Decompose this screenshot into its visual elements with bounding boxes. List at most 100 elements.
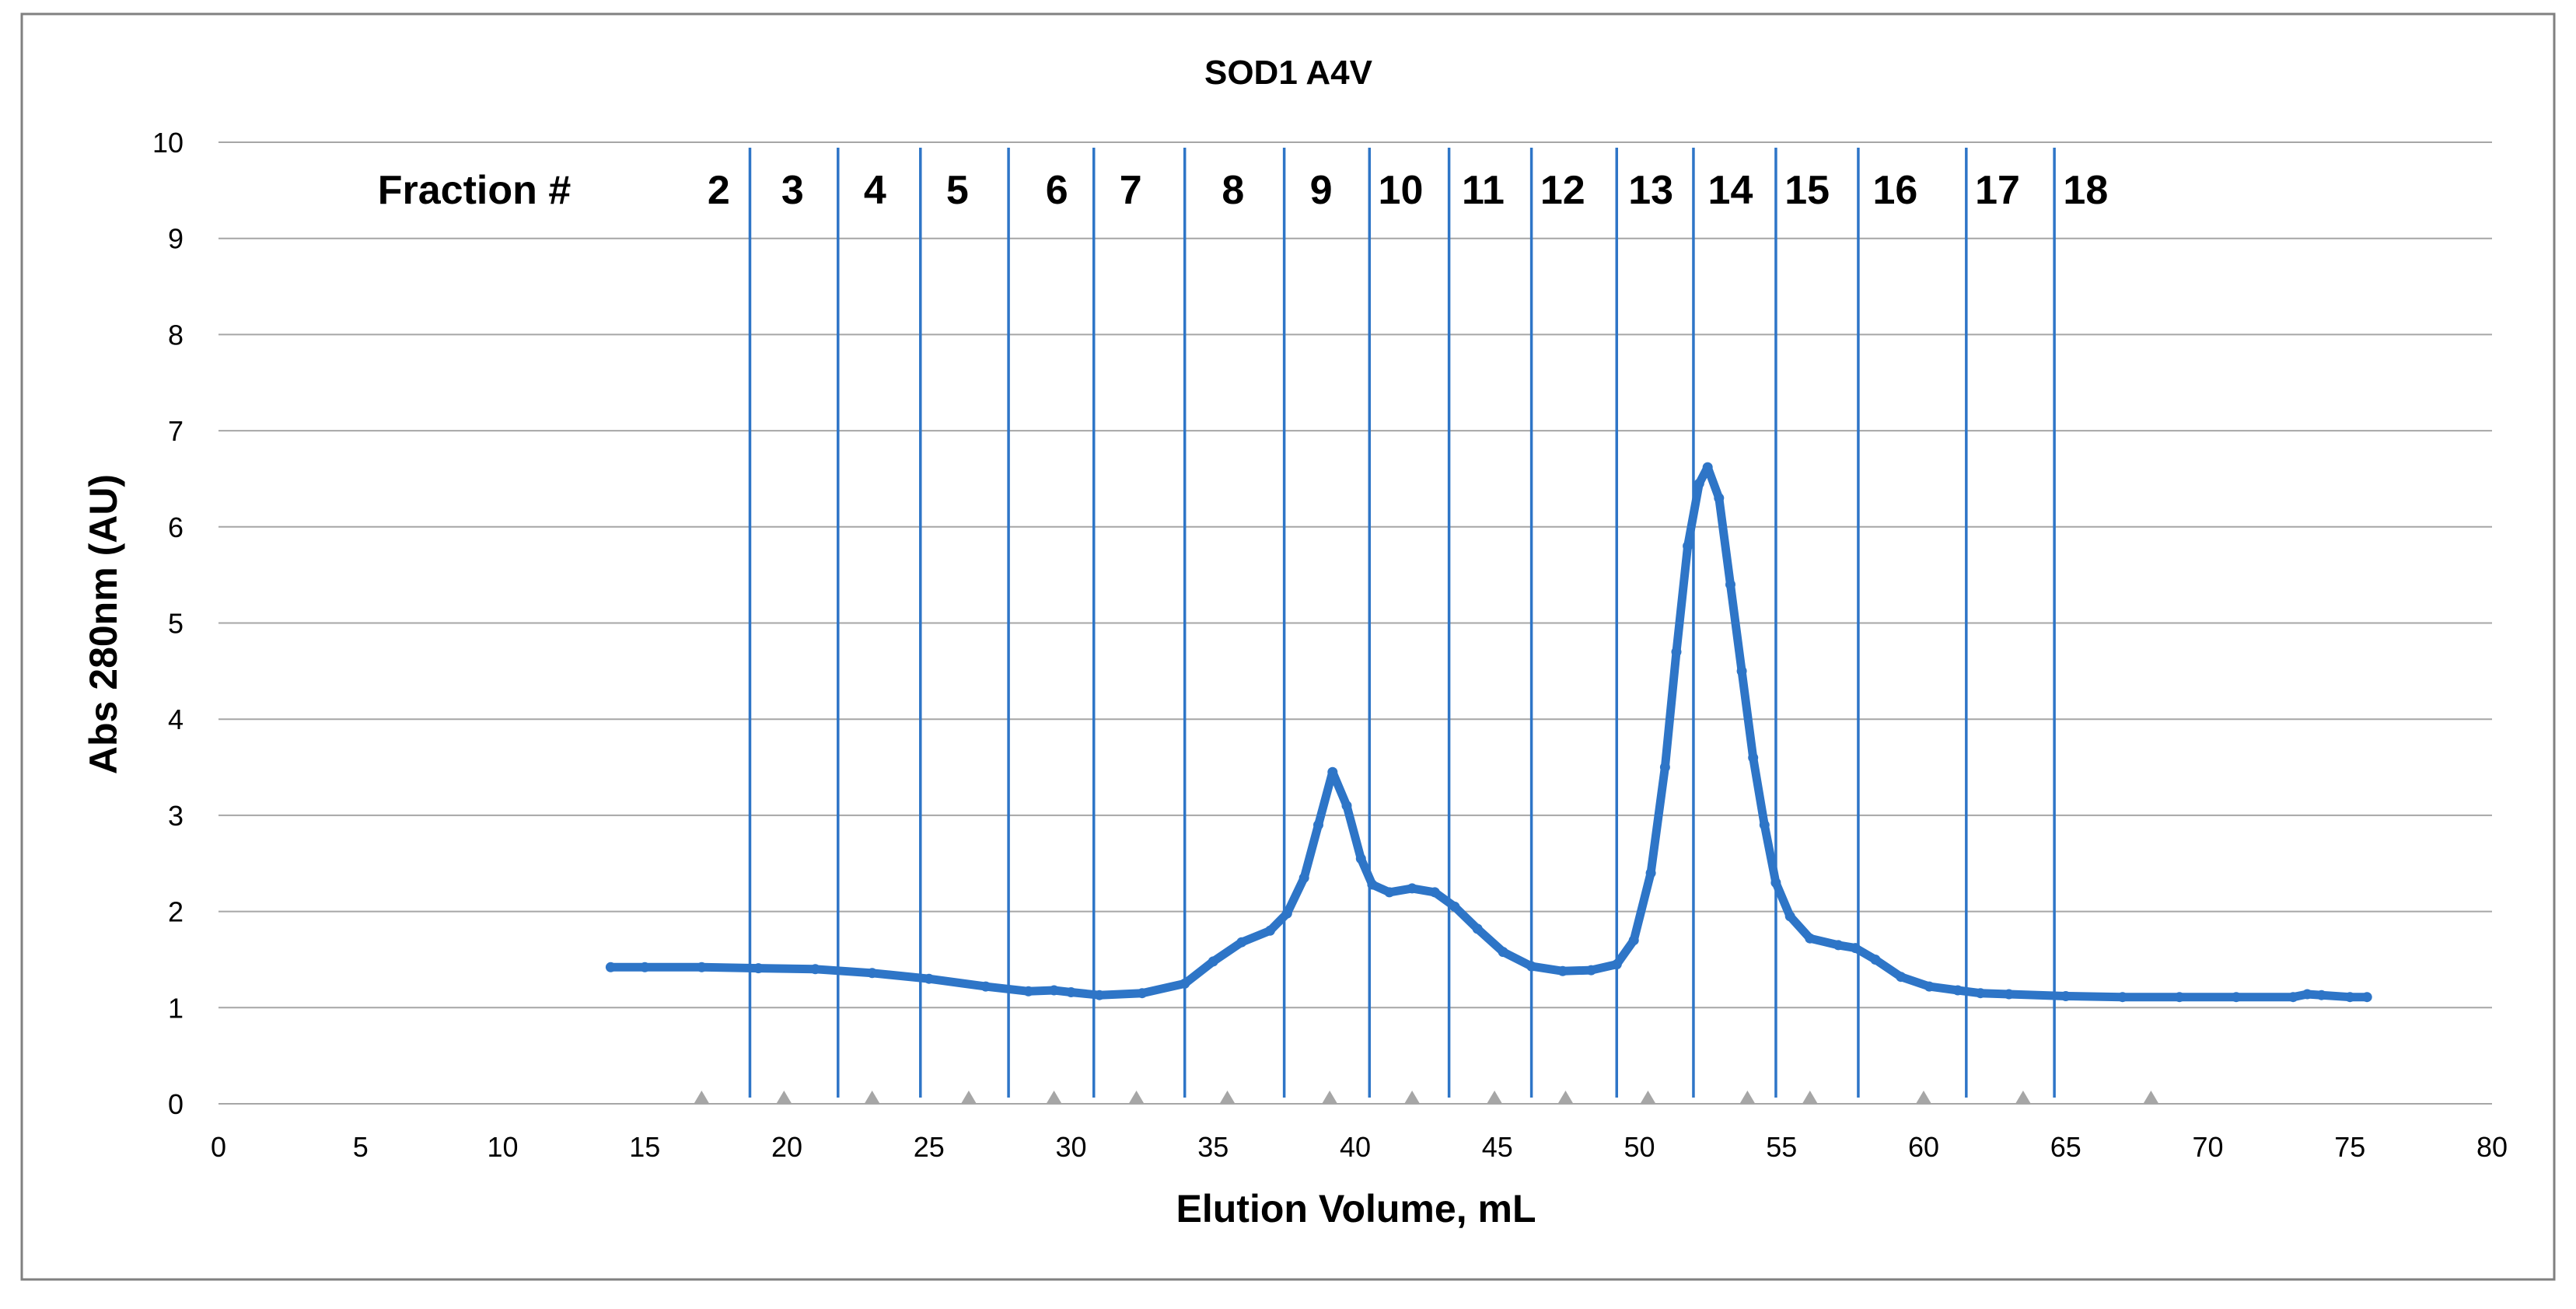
data-point	[1850, 943, 1861, 954]
data-point	[1449, 901, 1460, 912]
data-point	[1049, 985, 1060, 996]
data-point	[1748, 752, 1759, 763]
x-tick-label-10: 10	[487, 1131, 518, 1163]
data-point	[1770, 878, 1781, 888]
data-point	[980, 981, 991, 992]
x-tick-label-40: 40	[1340, 1131, 1371, 1163]
data-point	[2344, 992, 2355, 1003]
fraction-label-17: 17	[1975, 168, 2020, 213]
x-tick-label-5: 5	[353, 1131, 369, 1163]
y-tick-label-10: 10	[152, 127, 184, 159]
data-point	[2174, 992, 2185, 1003]
data-point	[1023, 986, 1034, 997]
fraction-marker-10	[1487, 1091, 1503, 1104]
data-point	[1208, 956, 1218, 967]
fraction-label-15: 15	[1784, 168, 1830, 213]
y-axis-label: Abs 280nm (AU)	[82, 474, 125, 774]
fraction-marker-11	[1557, 1091, 1574, 1104]
x-tick-label-15: 15	[629, 1131, 660, 1163]
y-tick-label-7: 7	[168, 415, 184, 447]
data-point	[1805, 933, 1816, 944]
fraction-marker-12	[1640, 1091, 1656, 1104]
data-point	[924, 973, 935, 984]
data-point	[1094, 990, 1105, 1000]
x-tick-label-80: 80	[2476, 1131, 2508, 1163]
data-point	[1759, 819, 1770, 830]
data-point	[867, 968, 878, 979]
y-tick-label-4: 4	[168, 703, 184, 735]
data-point	[1952, 985, 1963, 996]
x-axis-label: Elution Volume, mL	[1176, 1187, 1536, 1230]
data-point	[1264, 925, 1275, 936]
fraction-marker-14	[1802, 1091, 1818, 1104]
data-point	[1924, 981, 1935, 992]
data-point	[1367, 879, 1378, 890]
data-point	[1645, 867, 1656, 878]
fraction-marker-13	[1739, 1091, 1756, 1104]
data-point	[1611, 959, 1622, 970]
y-gridlines	[218, 141, 2492, 1105]
fraction-marker-9	[1404, 1091, 1421, 1104]
x-tick-label-0: 0	[211, 1131, 226, 1163]
data-point	[2361, 992, 2372, 1003]
fraction-marker-5	[1046, 1091, 1062, 1104]
data-point	[1870, 955, 1881, 965]
data-point	[2004, 989, 2015, 1000]
fraction-marker-8	[1322, 1091, 1338, 1104]
data-point	[1628, 935, 1639, 946]
x-tick-label-55: 55	[1766, 1131, 1797, 1163]
x-tick-label-60: 60	[1908, 1131, 1939, 1163]
fraction-marker-1	[694, 1091, 710, 1104]
fraction-marker-6	[1128, 1091, 1145, 1104]
fraction-label-8: 8	[1222, 168, 1244, 213]
data-point	[1975, 988, 1986, 999]
x-tick-label-25: 25	[914, 1131, 945, 1163]
y-tick-label-1: 1	[168, 992, 184, 1024]
fraction-markers	[694, 1091, 2159, 1104]
data-point	[1896, 972, 1907, 983]
data-point	[1833, 940, 1844, 951]
fraction-label-9: 9	[1310, 168, 1333, 213]
x-tick-label-35: 35	[1197, 1131, 1229, 1163]
data-point	[1526, 961, 1537, 972]
fraction-marker-2	[776, 1091, 792, 1104]
x-tick-label-50: 50	[1624, 1131, 1655, 1163]
fraction-label-5: 5	[946, 168, 969, 213]
fraction-label-13: 13	[1628, 168, 1673, 213]
data-point	[1236, 937, 1247, 948]
fraction-label-2: 2	[708, 168, 730, 213]
x-tick-label-20: 20	[771, 1131, 802, 1163]
fraction-marker-3	[864, 1091, 880, 1104]
data-point	[1313, 819, 1323, 830]
fraction-marker-15	[1916, 1091, 1931, 1104]
fraction-label-14: 14	[1708, 168, 1753, 213]
data-point	[1180, 978, 1190, 989]
data-point	[1384, 887, 1395, 898]
y-tick-label-2: 2	[168, 896, 184, 928]
x-tick-label-45: 45	[1482, 1131, 1513, 1163]
data-point	[1784, 911, 1795, 922]
data-point	[1557, 965, 1568, 976]
x-tick-label-65: 65	[2050, 1131, 2081, 1163]
fraction-header: Fraction #	[378, 168, 571, 213]
fraction-labels: 2 3 4 5 6 7 8 9 10 11 12 13 14 15 16 17 18	[708, 168, 2108, 213]
y-tick-label-0: 0	[168, 1088, 184, 1120]
x-tick-label-75: 75	[2334, 1131, 2365, 1163]
fraction-label-6: 6	[1046, 168, 1068, 213]
data-point	[1327, 766, 1338, 777]
data-point	[1725, 579, 1735, 590]
fraction-label-11: 11	[1462, 168, 1505, 213]
data-point	[1659, 762, 1670, 773]
chart-title: SOD1 A4V	[1204, 54, 1373, 92]
data-point	[2316, 990, 2327, 1000]
data-point	[696, 962, 707, 972]
fraction-label-3: 3	[781, 168, 804, 213]
data-point	[2231, 992, 2242, 1003]
data-point	[2117, 992, 2128, 1003]
fraction-marker-7	[1219, 1091, 1236, 1104]
fraction-marker-16	[2015, 1091, 2031, 1104]
data-point	[1472, 923, 1483, 934]
data-point	[2060, 991, 2071, 1001]
data-point	[1683, 541, 1693, 551]
x-tick-label-70: 70	[2192, 1131, 2223, 1163]
